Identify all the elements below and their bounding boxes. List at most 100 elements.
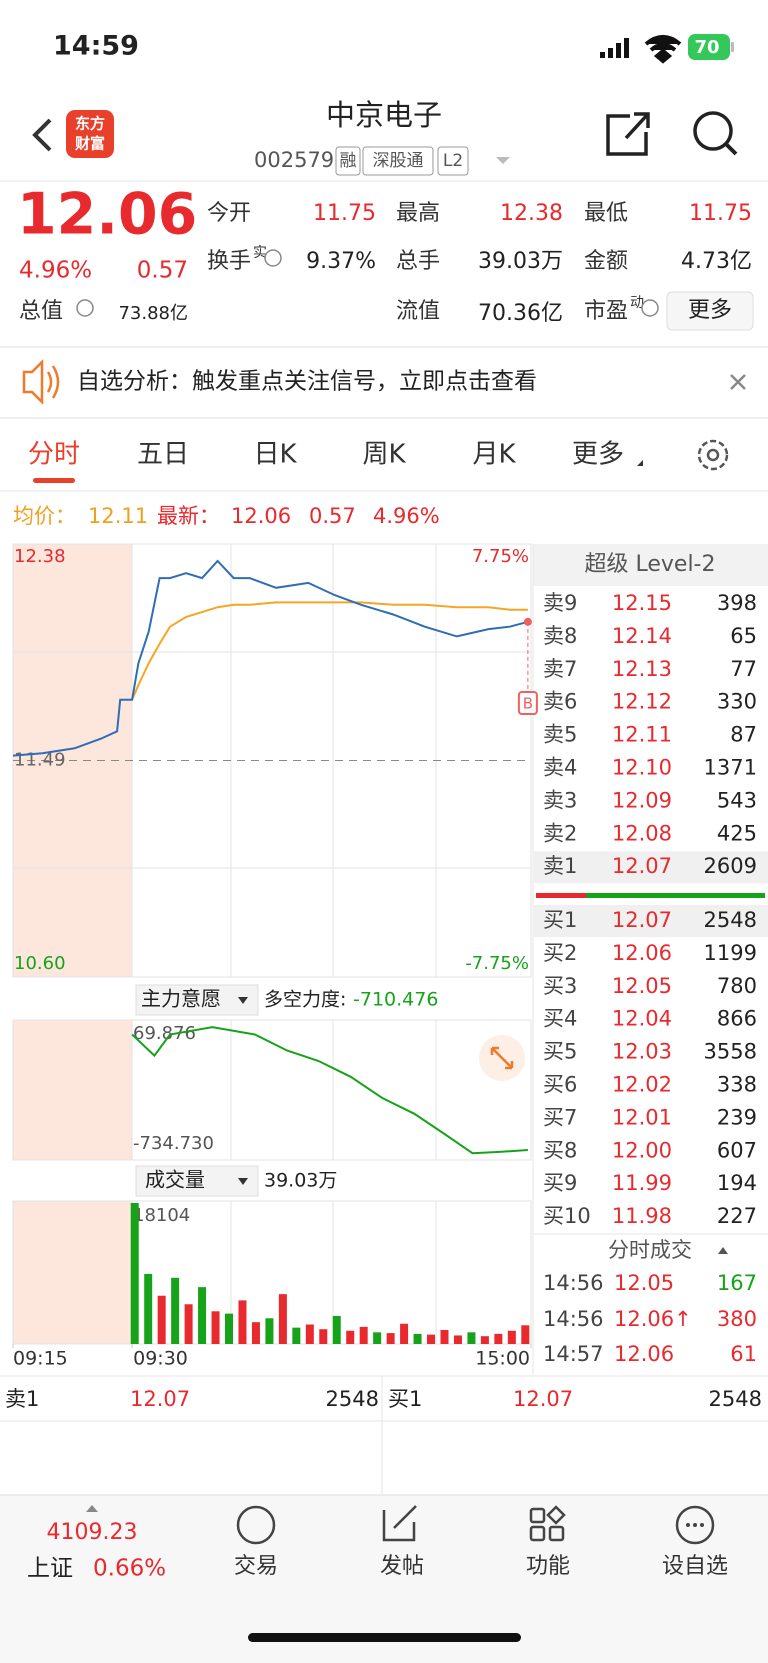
change: 0.57 xyxy=(137,258,188,284)
info-icon[interactable] xyxy=(264,249,282,267)
tab-item[interactable]: 交易 xyxy=(234,1554,278,1579)
search-icon[interactable] xyxy=(693,111,733,151)
watchlist-icon-part[interactable] xyxy=(675,1505,715,1545)
index-change[interactable]: 0.66% xyxy=(93,1556,166,1582)
share-button[interactable] xyxy=(606,112,650,156)
more-button[interactable] xyxy=(666,291,754,331)
settings-button[interactable] xyxy=(697,439,729,471)
tab-items: 交易 发帖 功能 设自选 xyxy=(234,1554,728,1579)
function-icon-part[interactable] xyxy=(546,1505,566,1525)
level-volume: 194 xyxy=(717,1171,757,1195)
period-tab[interactable]: 分时 xyxy=(28,440,80,470)
indicator-value: 39.03万 xyxy=(264,1170,337,1192)
level-label: 买1 xyxy=(543,908,577,932)
indicator-name[interactable]: 成交量 xyxy=(145,1168,205,1192)
level-price: 12.07 xyxy=(612,854,672,878)
tab-item[interactable]: 设自选 xyxy=(662,1554,728,1579)
series-line xyxy=(131,601,528,701)
post-icon[interactable] xyxy=(382,1505,417,1542)
volume-bar xyxy=(157,1295,166,1344)
volume-bar xyxy=(373,1332,382,1344)
field-label: 流值 xyxy=(396,299,440,324)
volume-bar xyxy=(413,1333,422,1344)
back-button[interactable] xyxy=(32,118,52,152)
y-tick-label: 69.876 xyxy=(133,1023,196,1044)
watchlist-icon[interactable] xyxy=(675,1505,715,1545)
last-point xyxy=(523,617,532,626)
volume-bar xyxy=(494,1333,503,1344)
badge: 融 xyxy=(340,151,357,171)
level-label: 卖5 xyxy=(543,723,577,747)
close-button[interactable] xyxy=(730,374,746,390)
field-label: 金额 xyxy=(584,249,628,274)
dropdown-arrow[interactable] xyxy=(238,1178,248,1185)
level-price: 12.11 xyxy=(612,723,672,747)
tab-item[interactable]: 发帖 xyxy=(380,1554,424,1579)
watchlist-icon-part[interactable] xyxy=(693,1523,697,1527)
x-tick-label: 09:30 xyxy=(133,1348,188,1370)
indicator-selector[interactable] xyxy=(135,1165,259,1197)
search-button[interactable] xyxy=(693,111,738,156)
period-tabs: 分时 五日 日K 周K 月K 更多 xyxy=(28,440,643,470)
search-icon[interactable] xyxy=(724,142,738,156)
level-label: 卖3 xyxy=(543,788,577,812)
level-price: 12.15 xyxy=(612,591,672,615)
gear-icon[interactable] xyxy=(706,448,720,462)
level-volume: 607 xyxy=(717,1138,757,1162)
banner-text[interactable]: 自选分析：触发重点关注信号，立即点击查看 xyxy=(77,369,537,395)
divider xyxy=(0,346,768,348)
period-tab[interactable]: 月K xyxy=(472,440,516,470)
expand-arrow[interactable] xyxy=(86,1505,98,1512)
logo-text: 东方 xyxy=(75,115,105,133)
period-tab[interactable]: 日K xyxy=(253,440,297,470)
signal-label: B xyxy=(523,695,533,713)
volume-bar xyxy=(292,1327,301,1344)
period-tab[interactable]: 周K xyxy=(362,440,406,470)
tab-item[interactable]: 功能 xyxy=(526,1554,570,1579)
level-label: 买8 xyxy=(543,1138,577,1162)
watchlist-icon-part[interactable] xyxy=(686,1523,690,1527)
trades-title[interactable]: 分时成交 xyxy=(608,1238,692,1262)
index-name[interactable]: 上证 xyxy=(27,1556,73,1582)
info-icon[interactable] xyxy=(641,299,659,317)
function-icon[interactable] xyxy=(529,1505,566,1542)
indicator-name[interactable]: 主力意愿 xyxy=(141,987,221,1011)
volume-bar xyxy=(184,1304,193,1344)
field-label: 总值 xyxy=(19,299,63,324)
chart-frame xyxy=(12,1019,532,1161)
info-icon[interactable] xyxy=(76,299,94,317)
quote-fields: 今开 11.75 最高 12.38 最低 11.75 换手实 9.37% 总手 39.03万 金额 4… xyxy=(19,201,752,326)
trade-icon[interactable] xyxy=(236,1505,276,1545)
dropdown-arrow[interactable] xyxy=(637,460,643,466)
function-icon-part[interactable] xyxy=(548,1525,565,1542)
volume-bar xyxy=(171,1277,180,1344)
stock-name: 中京电子 xyxy=(326,98,442,132)
level-label: 卖6 xyxy=(543,690,577,714)
volume-bar xyxy=(238,1300,247,1344)
signal-bar xyxy=(608,48,613,58)
latest-change-pct: 4.96% xyxy=(373,504,440,528)
function-icon-part[interactable] xyxy=(529,1507,546,1524)
index-value[interactable]: 4109.23 xyxy=(47,1520,138,1545)
field-label: 总手 xyxy=(396,249,440,274)
period-tab[interactable]: 五日 xyxy=(137,440,189,470)
expand-icon[interactable] xyxy=(490,1046,514,1070)
pre-market-shade xyxy=(13,1020,132,1160)
collapse-arrow[interactable] xyxy=(718,1247,728,1254)
field-value: 4.73亿 xyxy=(681,249,752,274)
trade-time: 14:57 xyxy=(543,1342,604,1366)
level-price: 12.12 xyxy=(612,690,672,714)
level-price: 12.02 xyxy=(612,1073,672,1097)
volume-bar xyxy=(453,1335,462,1344)
volume-bar xyxy=(346,1330,355,1344)
watchlist-icon-part[interactable] xyxy=(700,1523,704,1527)
volume-bar xyxy=(198,1287,207,1344)
dropdown-arrow[interactable] xyxy=(238,997,248,1004)
function-icon-part[interactable] xyxy=(529,1525,546,1542)
more-button-label[interactable]: 更多 xyxy=(688,298,732,323)
dropdown-arrow[interactable] xyxy=(496,157,510,164)
gear-icon[interactable] xyxy=(697,439,729,471)
field-label: 换手 xyxy=(207,249,251,274)
period-tab[interactable]: 更多 xyxy=(572,440,624,470)
indicator-selector[interactable] xyxy=(135,984,259,1016)
